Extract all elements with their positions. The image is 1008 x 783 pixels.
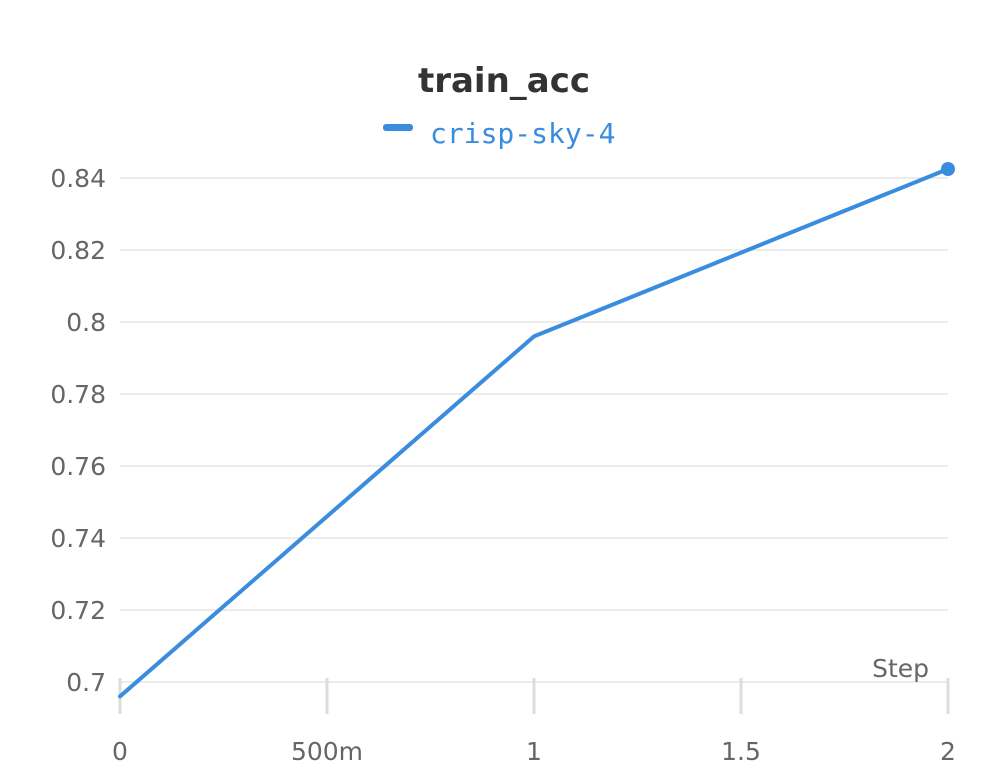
- x-tick-label: 500m: [291, 737, 363, 766]
- y-axis-ticks: 0.7 0.72 0.74 0.76 0.78 0.8 0.82 0.84: [50, 164, 106, 697]
- legend[interactable]: crisp-sky-4: [383, 117, 615, 150]
- y-tick-label: 0.84: [50, 164, 106, 193]
- x-axis-label: Step: [872, 654, 929, 683]
- x-axis-ticks: 0 500m 1 1.5 2: [112, 678, 956, 766]
- y-tick-label: 0.78: [50, 380, 106, 409]
- x-tick-label: 2: [940, 737, 956, 766]
- series-layer: [118, 162, 955, 699]
- x-tick-label: 1.5: [721, 737, 761, 766]
- y-tick-label: 0.74: [50, 524, 106, 553]
- x-tick-label: 1: [526, 737, 542, 766]
- data-point[interactable]: [532, 334, 536, 338]
- gridlines: [120, 177, 948, 683]
- data-point[interactable]: [118, 694, 122, 698]
- y-tick-label: 0.76: [50, 452, 106, 481]
- x-tick-label: 0: [112, 737, 128, 766]
- series-line-crisp-sky-4[interactable]: [118, 167, 950, 699]
- y-tick-label: 0.7: [66, 668, 106, 697]
- y-tick-label: 0.82: [50, 236, 106, 265]
- y-tick-label: 0.72: [50, 596, 106, 625]
- legend-label-crisp-sky-4: crisp-sky-4: [430, 117, 615, 150]
- data-point[interactable]: [941, 162, 955, 176]
- legend-swatch-crisp-sky-4: [383, 124, 413, 131]
- y-tick-label: 0.8: [66, 308, 106, 337]
- chart-title: train_acc: [418, 61, 590, 101]
